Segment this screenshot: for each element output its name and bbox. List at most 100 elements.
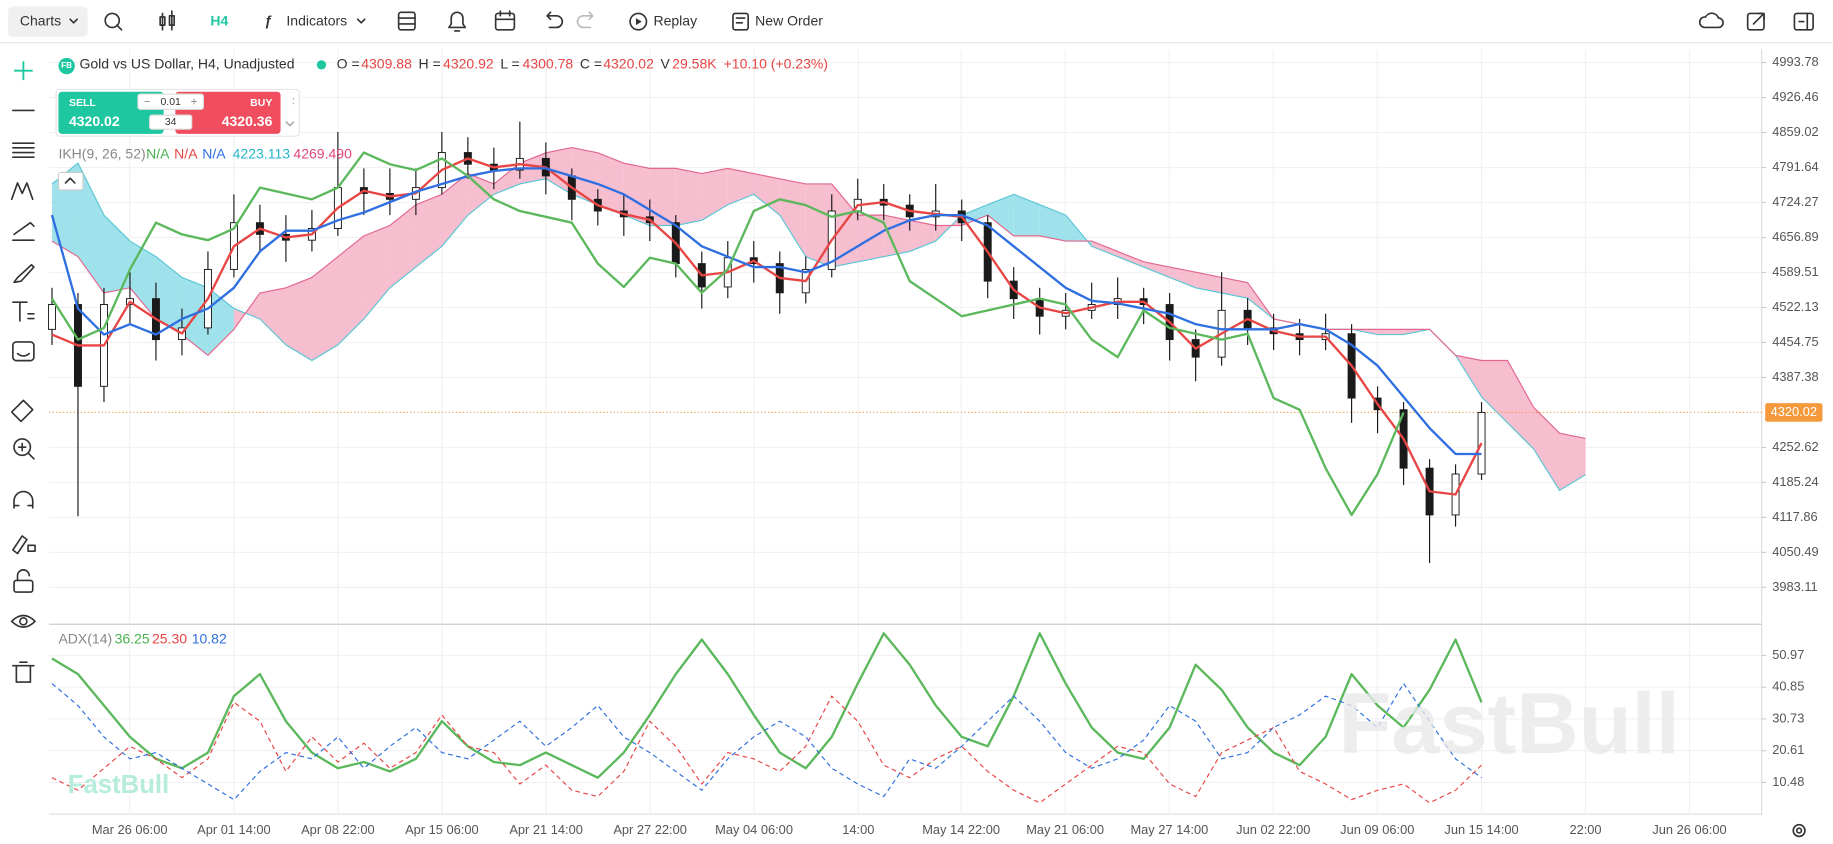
- visibility-tool[interactable]: [19, 616, 28, 626]
- cloud-fill: [805, 183, 832, 268]
- cloud-fill: [909, 220, 936, 252]
- indicators-button[interactable]: [356, 18, 366, 24]
- sell-button[interactable]: SELL: [69, 97, 96, 109]
- panel-button[interactable]: [1798, 12, 1809, 31]
- redo-button[interactable]: [576, 11, 594, 29]
- ruler-tool[interactable]: [10, 399, 34, 423]
- sell-button[interactable]: 4320.02: [69, 113, 120, 129]
- magnet-tool[interactable]: [13, 490, 34, 509]
- share-button[interactable]: [1752, 12, 1765, 25]
- projection-tool[interactable]: [12, 221, 35, 242]
- new-order-button[interactable]: [732, 12, 749, 31]
- interval-button[interactable]: H4: [210, 12, 228, 28]
- cloud-fill: [1091, 241, 1118, 257]
- emoji-tool[interactable]: [16, 352, 31, 357]
- text-tool[interactable]: [12, 301, 35, 322]
- indicator-value: 4223.113: [233, 146, 291, 162]
- lot-input[interactable]: −: [144, 95, 151, 108]
- symbol-logo: [58, 57, 75, 75]
- new-order-button[interactable]: [735, 17, 746, 24]
- calendar-button[interactable]: [494, 12, 516, 31]
- undo-button[interactable]: [546, 11, 564, 29]
- collapse-button[interactable]: [64, 177, 76, 184]
- settings-button[interactable]: [1792, 823, 1806, 838]
- pattern-tool[interactable]: [10, 182, 34, 201]
- zoom-tool[interactable]: [13, 438, 32, 457]
- lot-input[interactable]: +: [191, 95, 198, 108]
- collapse-button[interactable]: [57, 171, 84, 191]
- buy-button[interactable]: BUY: [250, 97, 272, 109]
- chart-type-button[interactable]: [159, 10, 176, 31]
- undo-button[interactable]: [546, 11, 564, 29]
- replay-button[interactable]: Replay: [629, 12, 697, 31]
- fib-tool[interactable]: [12, 142, 35, 159]
- indicators-button[interactable]: ƒ: [264, 12, 272, 28]
- lot-input[interactable]: [137, 93, 204, 110]
- panel-button[interactable]: [1793, 12, 1814, 31]
- brush-tool[interactable]: [13, 263, 35, 284]
- search-button[interactable]: [116, 24, 123, 31]
- emoji-tool[interactable]: [12, 341, 35, 362]
- share-button[interactable]: [1746, 12, 1765, 31]
- zoom-tool[interactable]: [17, 442, 35, 460]
- lock-drawing-tool[interactable]: [12, 535, 36, 555]
- panel-button[interactable]: [1793, 12, 1814, 31]
- cloud-fill: [961, 204, 988, 226]
- layout-button[interactable]: [397, 17, 416, 25]
- alert-button[interactable]: [448, 11, 467, 32]
- share-button[interactable]: [1746, 12, 1765, 31]
- calendar-button[interactable]: [494, 10, 516, 31]
- collapse-button[interactable]: [57, 171, 84, 191]
- lot-input[interactable]: 0.01: [160, 96, 181, 108]
- lock-tool[interactable]: [13, 569, 34, 593]
- lock-drawing-tool[interactable]: [12, 535, 36, 555]
- lock-tool[interactable]: [16, 569, 31, 582]
- lot-input[interactable]: − 0.01 +: [137, 93, 204, 110]
- replay-button[interactable]: [635, 18, 642, 26]
- charts-button[interactable]: Charts: [8, 6, 88, 37]
- pattern-tool[interactable]: [10, 182, 34, 201]
- series-line: [51, 682, 1482, 801]
- charts-button[interactable]: [69, 18, 78, 24]
- new-order-button[interactable]: New Order: [755, 12, 823, 28]
- cloud-button[interactable]: [1698, 12, 1724, 29]
- charts-button[interactable]: [8, 6, 88, 37]
- crosshair-tool[interactable]: [14, 61, 33, 81]
- indicators-button[interactable]: ƒ Indicators: [264, 12, 366, 28]
- search-button[interactable]: [104, 12, 121, 29]
- replay-button[interactable]: Replay: [653, 12, 697, 28]
- delete-tool[interactable]: [12, 661, 35, 683]
- charts-button[interactable]: Charts: [20, 12, 61, 28]
- indicators-button[interactable]: Indicators: [286, 12, 347, 28]
- watermark: FastBull: [68, 771, 169, 799]
- layout-button[interactable]: [397, 11, 416, 31]
- replay-button[interactable]: [629, 12, 648, 31]
- cloud-fill: [1221, 277, 1248, 299]
- buy-button[interactable]: 4320.36: [222, 113, 273, 129]
- chart-type-button[interactable]: [159, 10, 176, 31]
- magnet-tool[interactable]: [13, 490, 34, 509]
- settings-button[interactable]: [1792, 823, 1806, 838]
- new-order-button[interactable]: New Order: [732, 12, 823, 31]
- brush-tool[interactable]: [13, 263, 35, 284]
- fib-tool[interactable]: [12, 142, 35, 159]
- alert-button[interactable]: [448, 11, 467, 32]
- cloud-fill: [701, 168, 728, 221]
- projection-tool[interactable]: [12, 221, 35, 242]
- redo-button[interactable]: [576, 11, 594, 29]
- emoji-tool[interactable]: [12, 341, 35, 362]
- zoom-tool[interactable]: [13, 438, 35, 460]
- calendar-button[interactable]: [494, 10, 516, 21]
- crosshair-tool[interactable]: [14, 61, 33, 81]
- search-button[interactable]: [104, 12, 123, 31]
- layout-button[interactable]: [397, 11, 416, 31]
- visibility-tool[interactable]: [10, 614, 36, 628]
- ruler-tool[interactable]: [10, 399, 34, 423]
- lock-tool[interactable]: [13, 579, 34, 593]
- text-tool[interactable]: [12, 301, 35, 322]
- cloud-button[interactable]: [1698, 12, 1724, 29]
- delete-tool[interactable]: [12, 661, 35, 683]
- visibility-tool[interactable]: [10, 614, 36, 628]
- x-tick-label: May 21 06:00: [1026, 822, 1104, 837]
- settings-button[interactable]: [1795, 827, 1803, 834]
